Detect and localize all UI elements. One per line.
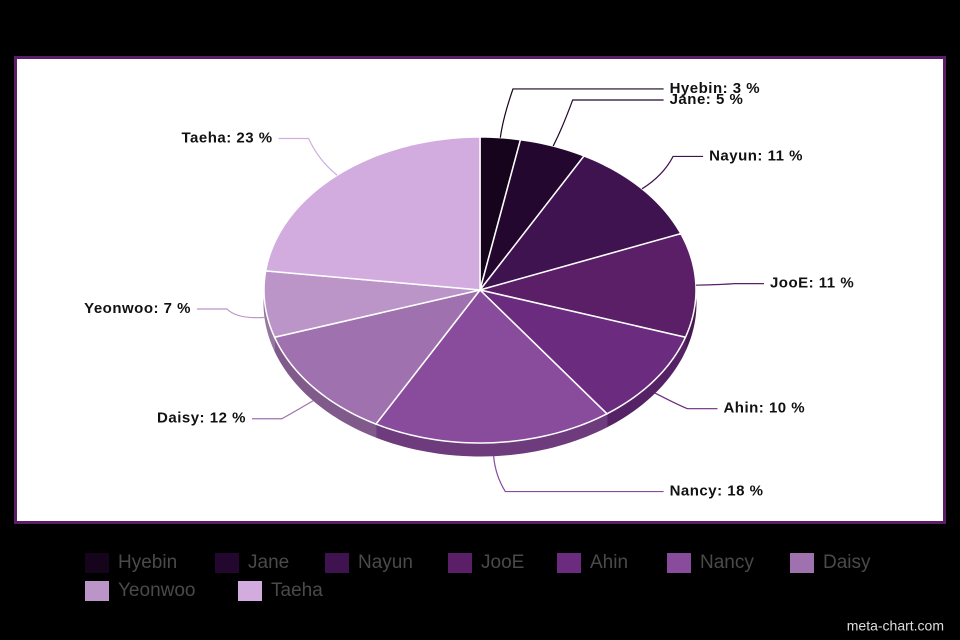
- legend-label: JooE: [481, 552, 524, 573]
- leader-line: [641, 155, 704, 190]
- data-label: JooE: 11 %: [770, 275, 854, 292]
- leader-line: [197, 308, 265, 319]
- legend-label: Hyebin: [118, 552, 177, 573]
- slice: [273, 288, 482, 425]
- legend-label: Ahin: [590, 552, 628, 573]
- legend-swatch: [667, 553, 691, 573]
- legend-label: Nayun: [358, 552, 413, 573]
- data-label: Hyebin: 3 %: [670, 80, 761, 97]
- legend-label: Nancy: [700, 552, 754, 573]
- legend-swatch: [448, 553, 472, 573]
- legend-label: Taeha: [271, 580, 323, 601]
- legend-swatch: [238, 581, 262, 601]
- data-label: Yeonwoo: 7 %: [84, 300, 191, 317]
- slice: [263, 270, 481, 339]
- leader-line: [654, 392, 718, 410]
- data-label: Nancy: 18 %: [670, 483, 764, 500]
- data-label: Nayun: 11 %: [709, 147, 803, 164]
- slice: [479, 138, 586, 291]
- slice: [374, 288, 609, 444]
- legend-swatch: [325, 553, 349, 573]
- legend-swatch: [85, 553, 109, 573]
- leader-line: [278, 137, 338, 176]
- legend-label: Yeonwoo: [118, 580, 195, 601]
- leader-line: [492, 455, 664, 493]
- legend-label: Daisy: [823, 552, 871, 573]
- legend-swatch: [215, 553, 239, 573]
- slice: [264, 136, 481, 291]
- data-label: Daisy: 12 %: [157, 410, 246, 427]
- watermark: meta-chart.com: [847, 618, 944, 634]
- leader-line: [499, 88, 664, 138]
- data-label: Taeha: 23 %: [181, 129, 272, 146]
- legend-swatch: [557, 553, 581, 573]
- slice: [479, 232, 697, 339]
- data-label: Ahin: 10 %: [723, 400, 805, 417]
- legend-label: Jane: [248, 552, 289, 573]
- data-label: Jane: 5 %: [670, 91, 744, 108]
- leader-line: [251, 400, 314, 420]
- legend-swatch: [85, 581, 109, 601]
- leader-line: [552, 99, 664, 147]
- slice: [477, 288, 687, 415]
- legend-swatch: [790, 553, 814, 573]
- leader-line: [695, 283, 764, 286]
